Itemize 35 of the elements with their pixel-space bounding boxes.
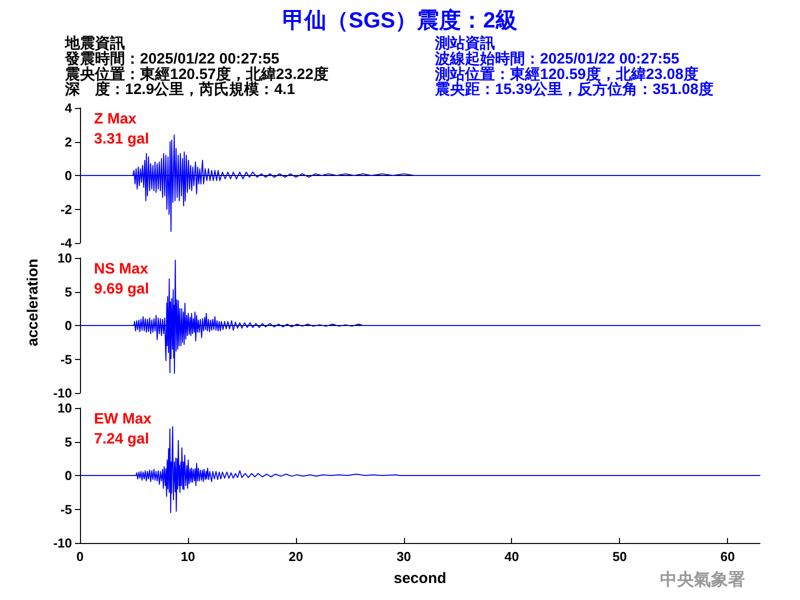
y-tick-label: 0 (64, 468, 72, 483)
y-tick-label: 2 (64, 134, 72, 150)
x-tick-label: 20 (288, 549, 304, 564)
y-tick-label: 5 (64, 284, 72, 300)
text: 發震時間：2025/01/22 00:27:55 (64, 50, 280, 68)
y-tick-label: -5 (60, 352, 72, 367)
y-tick-label: -2 (60, 202, 72, 217)
y-tick-label: 10 (58, 400, 72, 416)
y-axis-title: acceleration (24, 258, 42, 346)
text: 波線起始時間：2025/01/22 00:27:55 (434, 50, 680, 68)
x-tick-label: 40 (504, 549, 519, 564)
x-tick-label: 60 (720, 549, 735, 564)
annotation: Z Max 3.31 gal (94, 110, 150, 148)
x-tick-label: 10 (180, 549, 196, 564)
chart-title: 甲仙（SGS）震度：2級 (282, 8, 518, 32)
y-tick-label: -10 (53, 386, 72, 400)
annotation: EW Max 7.24 gal (94, 410, 152, 448)
x-axis-title: second (394, 570, 446, 587)
y-tick-label: -10 (53, 536, 72, 550)
text: 震央距：15.39公里，反方位角：351.08度 (434, 80, 714, 98)
x-tick-label: 0 (76, 549, 84, 564)
text: 地震資訊 (64, 35, 125, 52)
y-tick-label: 10 (58, 250, 72, 266)
y-tick-label: 4 (64, 100, 73, 116)
annotation: NS Max 9.69 gal (94, 260, 150, 298)
y-tick-label: 0 (64, 168, 72, 183)
y-tick-label: -4 (60, 236, 73, 250)
x-tick-label: 30 (396, 549, 412, 564)
y-tick-label: -5 (60, 502, 72, 517)
text: 中央氣象署 (660, 570, 745, 590)
line-series (80, 426, 760, 514)
y-tick-label: 5 (64, 434, 72, 450)
x-tick-label: 50 (612, 549, 627, 564)
y-tick-label: 0 (64, 318, 72, 333)
text: 深 度：12.9公里，芮氏規模：4.1 (64, 80, 296, 98)
